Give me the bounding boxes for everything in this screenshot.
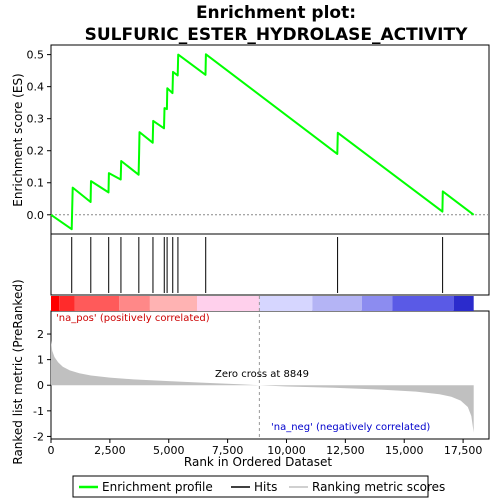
es-y-tick-label: 0.4 xyxy=(27,81,45,94)
positive-correlation-label: 'na_pos' (positively correlated) xyxy=(56,313,210,324)
heatmap-segment xyxy=(59,296,75,311)
legend-box xyxy=(72,475,429,498)
heatmap-segment xyxy=(312,296,362,311)
heatmap-segment xyxy=(453,296,474,311)
ranked-metric-area xyxy=(51,296,474,439)
metric-y-axis-label: Ranked list metric (PreRanked) xyxy=(11,279,25,464)
metric-area xyxy=(51,340,474,433)
heatmap-segment xyxy=(392,296,454,311)
es-panel-frame xyxy=(50,44,490,235)
heatmap-segment xyxy=(119,296,150,311)
heatmap-segment xyxy=(259,296,313,311)
legend-enrichment-label: Enrichment profile xyxy=(102,480,213,494)
hit-marks xyxy=(71,237,444,293)
chart-title-line1: Enrichment plot: xyxy=(196,3,356,23)
metric-y-tick-label: -1 xyxy=(33,405,44,418)
x-tick-label: 0 xyxy=(48,444,55,457)
hits-panel-frame xyxy=(50,233,490,296)
x-tick-label: 12,500 xyxy=(326,444,365,457)
heatmap-segment xyxy=(197,296,260,311)
x-tick-label: 2,500 xyxy=(94,444,126,457)
es-curve-group xyxy=(50,53,475,231)
es-y-tick-label: 0.0 xyxy=(27,209,45,222)
metric-y-tick-label: -2 xyxy=(33,430,44,443)
es-y-tick-label: 0.1 xyxy=(27,177,45,190)
es-y-tick-label: 0.3 xyxy=(27,113,45,126)
enrichment-profile-line xyxy=(50,53,475,231)
x-tick-label: 10,000 xyxy=(267,444,306,457)
heatmap-segment xyxy=(361,296,393,311)
metric-y-axis: -2 -1 0 1 2 xyxy=(33,328,51,443)
metric-y-tick-label: 1 xyxy=(37,354,44,367)
heatmap-segment xyxy=(51,296,60,311)
heatmap-segment xyxy=(149,296,197,311)
x-axis: 0 2,500 5,000 7,500 10,000 12,500 15,000 17,500 xyxy=(48,439,483,457)
ranking-heatmap xyxy=(51,296,474,311)
legend: Enrichment profile Hits Ranking metric s… xyxy=(72,475,445,498)
metric-y-tick-label: 2 xyxy=(37,328,44,341)
x-axis-label: Rank in Ordered Dataset xyxy=(184,455,332,469)
heatmap-segment xyxy=(74,296,120,311)
legend-hits-label: Hits xyxy=(254,480,277,494)
es-y-axis: 0.0 0.1 0.2 0.3 0.4 0.5 xyxy=(27,49,51,222)
x-tick-label: 17,500 xyxy=(444,444,483,457)
es-y-tick-label: 0.5 xyxy=(27,49,45,62)
es-y-axis-label: Enrichment score (ES) xyxy=(11,73,25,206)
metric-y-tick-label: 0 xyxy=(37,379,44,392)
legend-metric-label: Ranking metric scores xyxy=(312,480,445,494)
negative-correlation-label: 'na_neg' (negatively correlated) xyxy=(271,422,430,433)
x-tick-label: 5,000 xyxy=(153,444,185,457)
zero-cross-label: Zero cross at 8849 xyxy=(215,369,309,380)
x-tick-label: 7,500 xyxy=(212,444,244,457)
es-y-tick-label: 0.2 xyxy=(27,145,45,158)
chart-title-line2: SULFURIC_ESTER_HYDROLASE_ACTIVITY xyxy=(85,25,469,45)
x-tick-label: 15,000 xyxy=(385,444,424,457)
